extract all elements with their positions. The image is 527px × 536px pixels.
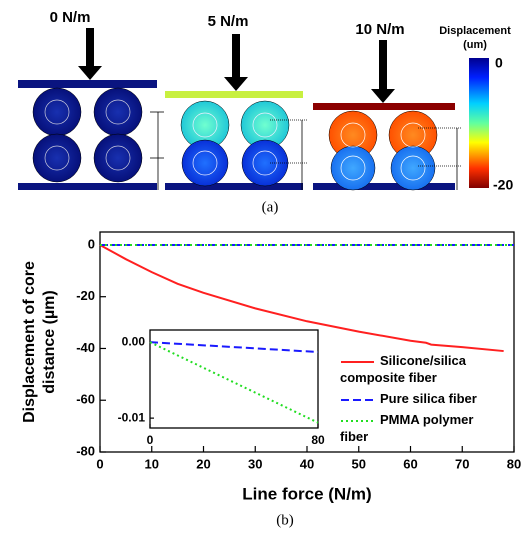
load-label: 10 N/m [355, 21, 404, 38]
x-axis-title: Line force (N/m) [242, 484, 371, 503]
x-tick-label: 10 [145, 456, 159, 471]
y-axis-title: Displacement of core distance (µm) [21, 261, 58, 423]
legend-entry: PMMA polymer fiber [340, 411, 502, 445]
y-tick-label: 0.00 [122, 334, 146, 348]
colorbar [469, 58, 489, 188]
load-label: 5 N/m [208, 13, 249, 30]
plot-frame [149, 329, 319, 429]
legend-label: Silicone/silica composite fiber [340, 353, 466, 385]
legend-swatch [341, 360, 374, 363]
y-tick-label: -40 [76, 340, 95, 355]
legend-entry: Silicone/silica composite fiber [340, 352, 502, 386]
legend-swatch [341, 419, 374, 422]
colorbar-title: Displacement (um) [439, 25, 511, 51]
colorbar-max: 0 [495, 55, 503, 71]
x-tick-label: 80 [507, 456, 521, 471]
x-tick-label: 80 [311, 433, 325, 447]
x-tick-label: 0 [96, 456, 103, 471]
x-tick-label: 40 [300, 456, 314, 471]
y-tick-label: -0.01 [118, 410, 146, 424]
x-tick-label: 0 [147, 433, 154, 447]
x-tick-label: 70 [455, 456, 469, 471]
legend-label: PMMA polymer fiber [340, 412, 474, 444]
y-tick-label: -20 [76, 288, 95, 303]
y-tick-label: -60 [76, 392, 95, 407]
legend-entry: Pure silica fiber [340, 390, 502, 407]
caption: (b) [276, 512, 294, 528]
legend-label: Pure silica fiber [380, 391, 477, 406]
x-tick-label: 50 [352, 456, 366, 471]
legend: Silicone/silica composite fiber Pure sili… [340, 352, 502, 449]
colorbar-min: -20 [493, 177, 513, 193]
x-tick-label: 60 [403, 456, 417, 471]
y-tick-label: 0 [88, 236, 95, 251]
legend-swatch [341, 398, 374, 401]
x-tick-label: 30 [248, 456, 262, 471]
series-line [149, 341, 319, 424]
x-tick-label: 20 [196, 456, 210, 471]
series-line [99, 244, 504, 353]
series-line [149, 341, 319, 354]
panel-a-drawing [18, 28, 489, 191]
y-tick-label: -80 [76, 443, 95, 458]
load-label: 0 N/m [50, 9, 91, 26]
caption: (a) [262, 199, 279, 215]
